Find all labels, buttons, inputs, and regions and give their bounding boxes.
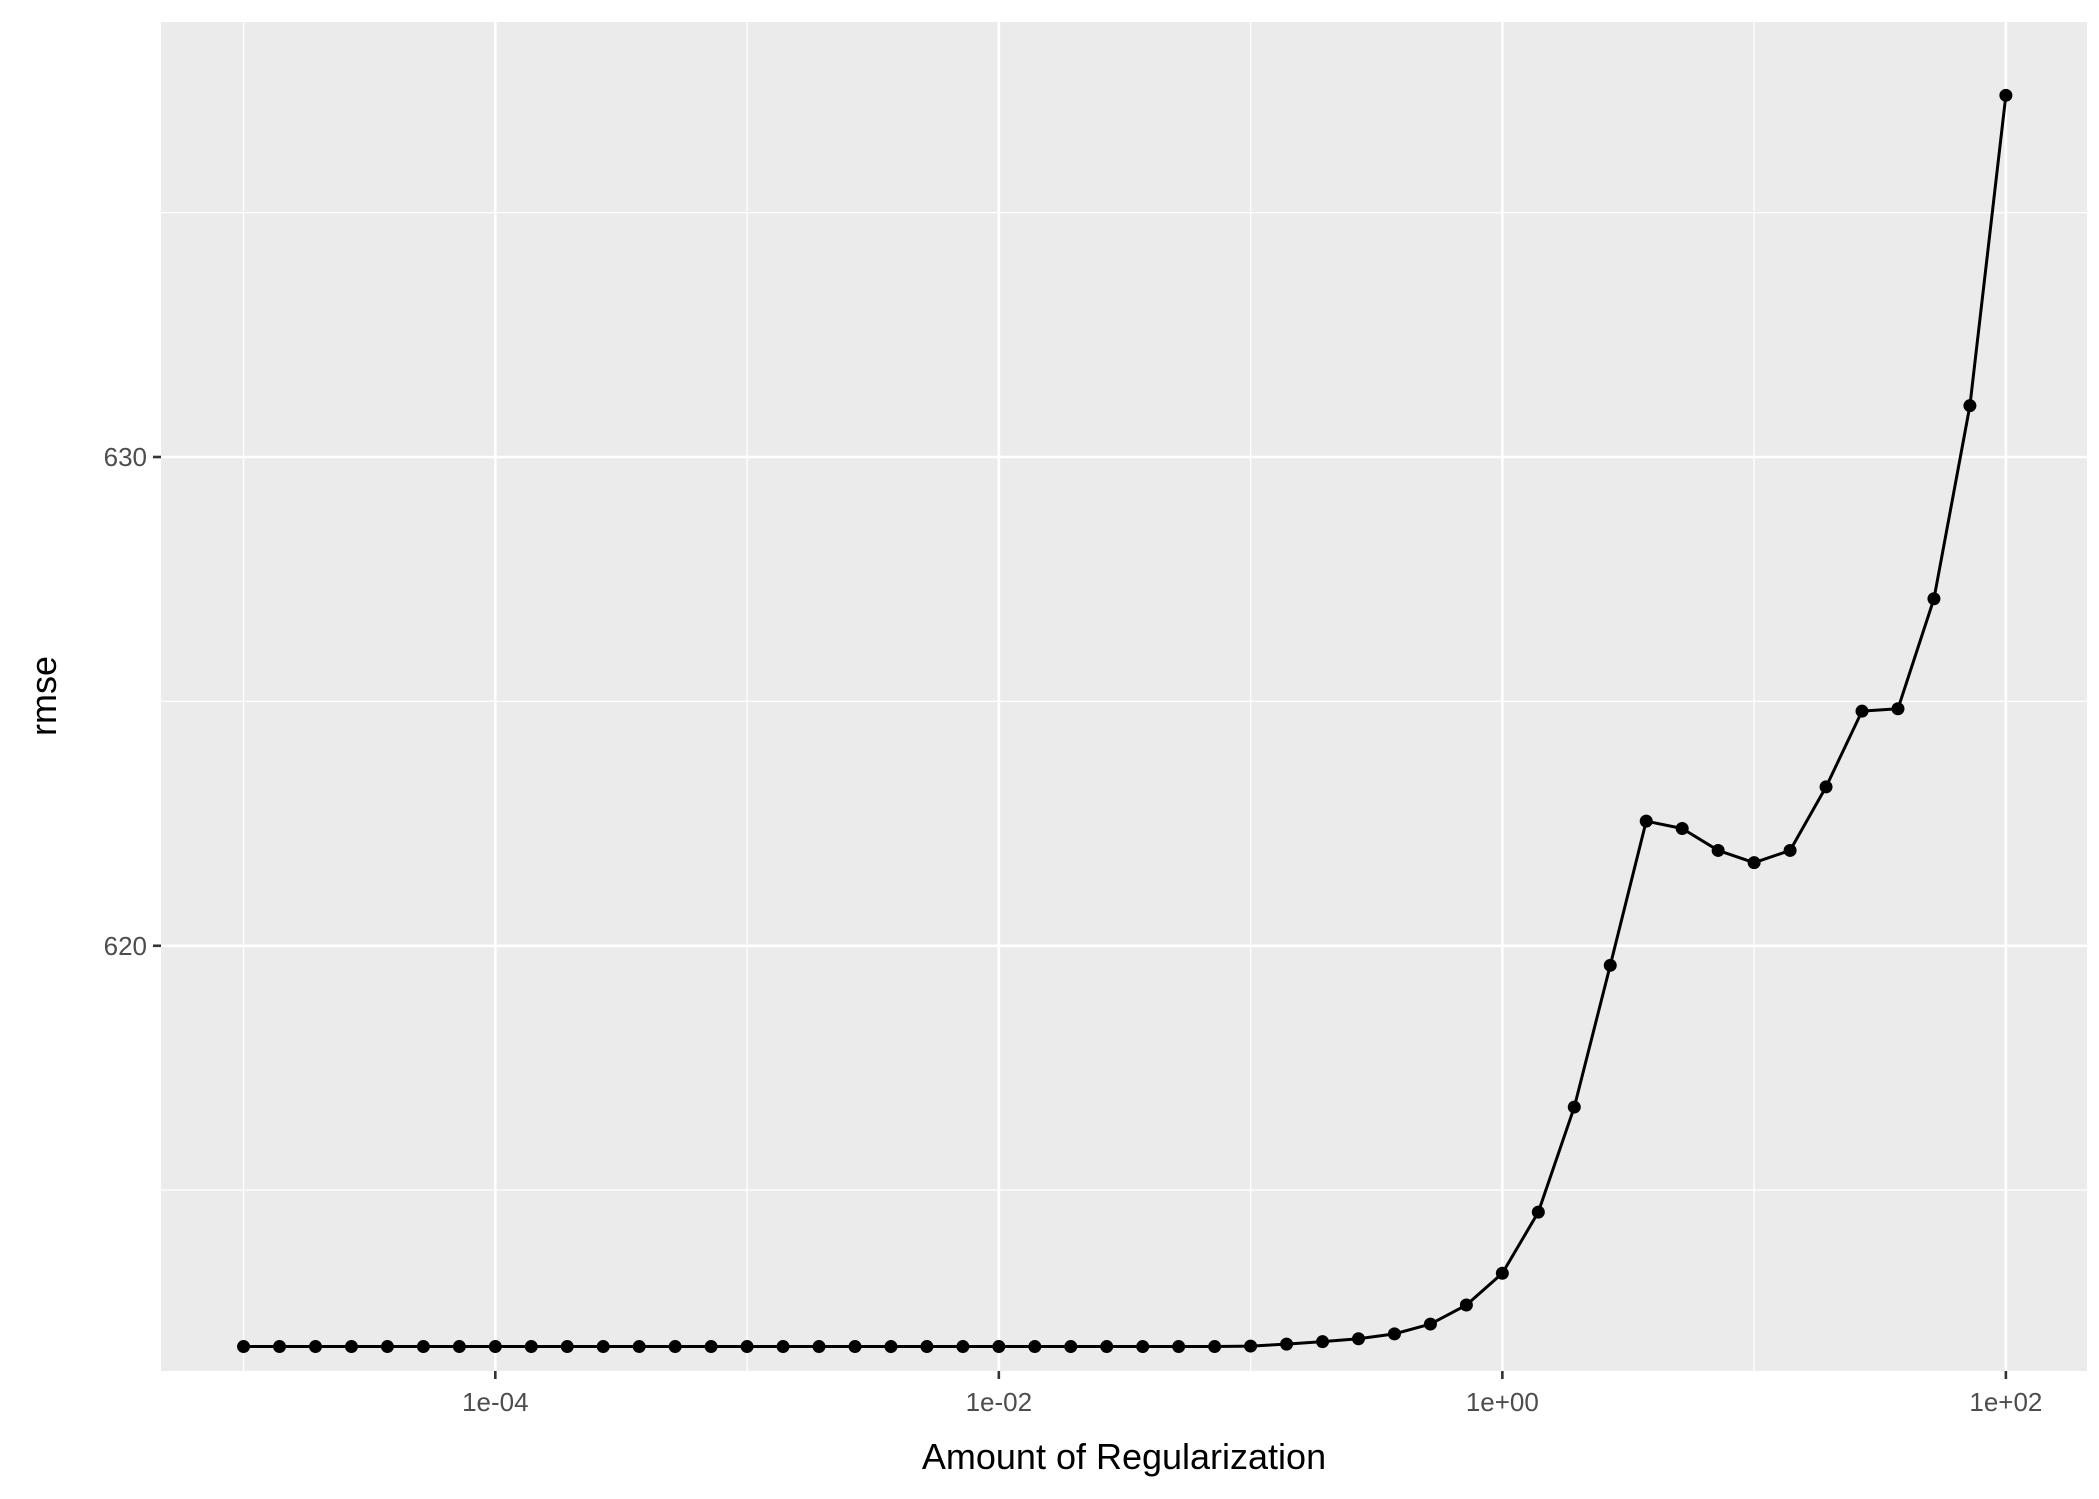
data-point <box>596 1340 610 1354</box>
data-point <box>1675 821 1689 835</box>
data-point <box>1028 1340 1042 1354</box>
data-point <box>1244 1339 1258 1353</box>
data-point <box>237 1340 251 1354</box>
data-point <box>1136 1340 1150 1354</box>
x-tick-label: 1e+00 <box>1466 1387 1539 1417</box>
y-tick-label: 630 <box>104 442 147 472</box>
data-point <box>1459 1298 1473 1312</box>
x-tick-label: 1e+02 <box>1969 1387 2042 1417</box>
data-point <box>416 1340 430 1354</box>
data-point <box>452 1340 466 1354</box>
data-point <box>1639 814 1653 828</box>
plot-panel <box>161 22 2087 1371</box>
data-point <box>1747 856 1761 870</box>
data-point <box>632 1340 646 1354</box>
data-point <box>956 1340 970 1354</box>
x-tick-label: 1e-02 <box>966 1387 1033 1417</box>
data-point <box>1819 780 1833 794</box>
data-point <box>1351 1332 1365 1346</box>
data-point <box>488 1340 502 1354</box>
data-point <box>1172 1340 1186 1354</box>
data-point <box>1603 958 1617 972</box>
data-point <box>344 1340 358 1354</box>
x-axis-title: Amount of Regularization <box>922 1436 1326 1477</box>
data-point <box>273 1340 287 1354</box>
data-point <box>380 1340 394 1354</box>
major-gridlines <box>161 22 2087 1371</box>
data-point <box>1927 592 1941 606</box>
data-point <box>308 1340 322 1354</box>
data-point <box>1711 843 1725 857</box>
data-point <box>1208 1340 1222 1354</box>
data-point <box>1316 1335 1330 1349</box>
x-axis: 1e-04 1e-02 1e+00 1e+02 <box>462 1371 2042 1417</box>
data-point <box>848 1340 862 1354</box>
y-axis-title: rmse <box>23 656 64 736</box>
data-point <box>1999 88 2013 102</box>
rmse-points <box>237 88 2013 1354</box>
data-point <box>1100 1340 1114 1354</box>
x-tick-label: 1e-04 <box>462 1387 529 1417</box>
data-point <box>1855 704 1869 718</box>
y-axis: 620 630 <box>104 442 161 961</box>
data-point <box>776 1340 790 1354</box>
data-point <box>1064 1340 1078 1354</box>
data-point <box>884 1340 898 1354</box>
data-point <box>704 1340 718 1354</box>
data-point <box>920 1340 934 1354</box>
data-point <box>1531 1205 1545 1219</box>
data-point <box>1280 1337 1294 1351</box>
data-point <box>1891 702 1905 716</box>
y-tick-label: 620 <box>104 931 147 961</box>
data-point <box>668 1340 682 1354</box>
data-point <box>1495 1266 1509 1280</box>
data-point <box>992 1340 1006 1354</box>
data-point <box>560 1340 574 1354</box>
data-point <box>1783 843 1797 857</box>
data-point <box>1567 1100 1581 1114</box>
data-point <box>1387 1327 1401 1341</box>
data-point <box>1423 1317 1437 1331</box>
data-point <box>812 1340 826 1354</box>
data-point <box>740 1340 754 1354</box>
data-point <box>524 1340 538 1354</box>
data-point <box>1963 399 1977 413</box>
minor-gridlines <box>161 22 2087 1371</box>
